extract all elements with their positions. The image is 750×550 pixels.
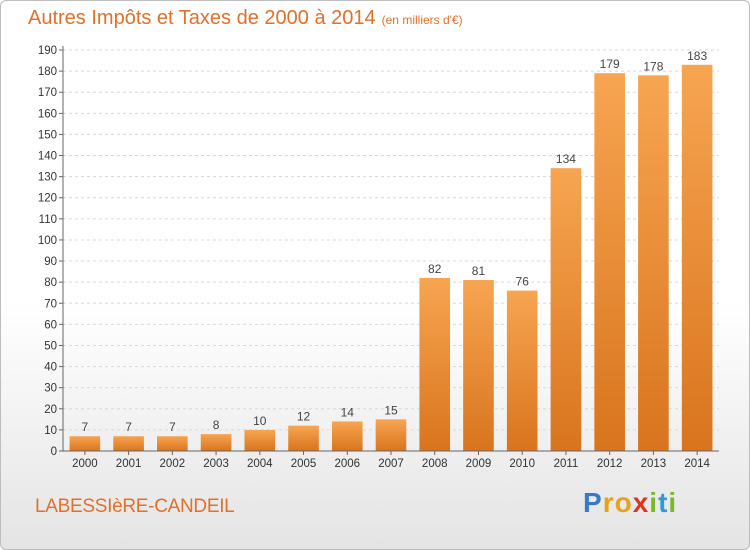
y-tick-label: 10 xyxy=(44,425,57,437)
chart-title: Autres Impôts et Taxes de 2000 à 2014 (en… xyxy=(28,7,463,30)
bar-2014 xyxy=(681,64,713,451)
value-label-2005: 12 xyxy=(297,410,311,424)
chart-unit: (en milliers d'€) xyxy=(381,13,463,27)
value-label-2004: 10 xyxy=(253,414,267,428)
bar-2006 xyxy=(331,421,363,451)
commune-name: LABESSIèRE-CANDEIL xyxy=(35,496,235,517)
y-tick-label: 190 xyxy=(38,45,57,57)
bar-2003 xyxy=(200,434,232,451)
value-label-2002: 7 xyxy=(169,420,176,434)
chart-title-text: Autres Impôts et Taxes de 2000 à 2014 xyxy=(28,7,376,29)
bar-2004 xyxy=(244,429,276,451)
bar-2002 xyxy=(157,436,188,451)
logo-letter: i xyxy=(668,487,678,518)
y-tick-label: 50 xyxy=(44,340,57,352)
value-label-2006: 14 xyxy=(341,405,355,419)
bar-2008 xyxy=(419,277,451,451)
bar-2012 xyxy=(594,73,625,451)
x-tick-label-2012: 2012 xyxy=(597,458,623,470)
y-tick-label: 110 xyxy=(39,214,57,226)
x-tick-label-2008: 2008 xyxy=(422,458,448,470)
y-tick-label: 160 xyxy=(38,108,57,120)
x-tick-label-2009: 2009 xyxy=(466,458,492,470)
bar-2011 xyxy=(550,168,582,452)
bar-2005 xyxy=(288,425,319,451)
x-tick-label-2006: 2006 xyxy=(334,458,360,470)
y-tick-label: 100 xyxy=(38,235,57,247)
bars: 7 7 7 8 10 12 14 15 82 81 76 134 179 178 183 xyxy=(69,49,713,452)
x-tick-label-2010: 2010 xyxy=(509,458,535,470)
y-tick-label: 80 xyxy=(44,277,57,289)
value-label-2012: 179 xyxy=(600,57,620,71)
x-tick-label-2007: 2007 xyxy=(378,458,404,470)
y-tick-label: 40 xyxy=(44,362,57,374)
bar-2013 xyxy=(638,75,669,451)
logo-letter: o xyxy=(614,487,633,518)
y-tick-label: 70 xyxy=(44,298,57,310)
logo-letter: P xyxy=(583,487,603,518)
value-label-2001: 7 xyxy=(125,420,132,434)
x-tick-label-2003: 2003 xyxy=(203,458,229,470)
proxiti-logo: Proxiti xyxy=(583,487,677,519)
y-tick-label: 120 xyxy=(38,193,57,205)
y-tick-label: 30 xyxy=(44,383,57,395)
value-label-2011: 134 xyxy=(556,152,576,166)
x-tick-label-2002: 2002 xyxy=(160,458,186,470)
x-tick-label-2001: 2001 xyxy=(116,458,142,470)
bar-2001 xyxy=(113,436,144,451)
y-tick-label: 180 xyxy=(38,66,57,78)
value-label-2007: 15 xyxy=(384,403,398,417)
value-label-2014: 183 xyxy=(687,49,707,63)
x-tick-label-2011: 2011 xyxy=(554,458,579,470)
value-label-2013: 178 xyxy=(643,59,663,73)
y-tick-label: 140 xyxy=(38,151,57,163)
y-tick-label: 170 xyxy=(38,87,57,99)
value-label-2003: 8 xyxy=(213,418,220,432)
logo-letter: x xyxy=(632,487,650,518)
x-tick-label-2004: 2004 xyxy=(247,458,273,470)
value-label-2009: 81 xyxy=(472,264,486,278)
y-tick-label: 0 xyxy=(51,446,57,458)
bar-2000 xyxy=(69,436,101,451)
axes: 0 10 20 30 40 50 60 70 80 90 100 110 120 130 140 150 160… xyxy=(38,45,719,470)
logo-letter: r xyxy=(602,487,615,518)
logo-letter: t xyxy=(658,487,669,518)
x-tick-label-2005: 2005 xyxy=(291,458,317,470)
y-tick-label: 150 xyxy=(38,129,57,141)
y-tick-label: 90 xyxy=(44,256,57,268)
x-tick-label-2014: 2014 xyxy=(684,458,710,470)
value-label-2010: 76 xyxy=(516,275,530,289)
y-tick-label: 20 xyxy=(44,404,57,416)
y-tick-label: 60 xyxy=(44,319,57,331)
bar-2009 xyxy=(463,280,494,451)
bar-2010 xyxy=(506,290,538,451)
value-label-2000: 7 xyxy=(82,420,89,434)
x-tick-label-2000: 2000 xyxy=(72,458,98,470)
y-tick-label: 130 xyxy=(38,172,57,184)
x-tick-label-2013: 2013 xyxy=(641,458,667,470)
value-label-2008: 82 xyxy=(428,262,442,276)
bar-2007 xyxy=(375,419,407,451)
logo-letter: i xyxy=(649,487,659,518)
